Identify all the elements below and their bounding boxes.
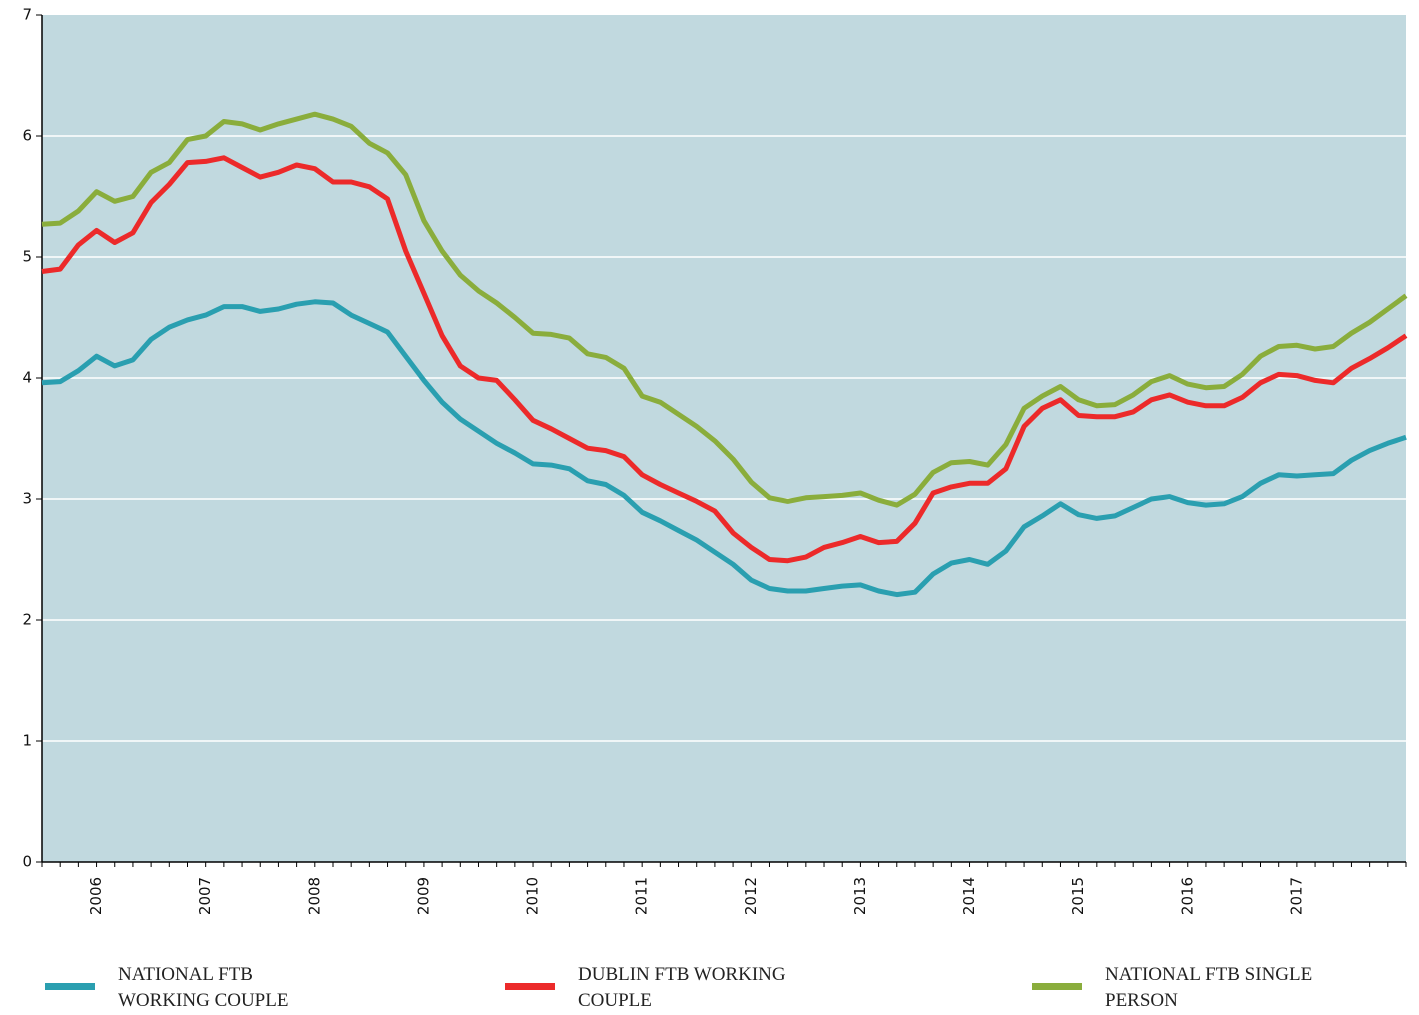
legend-label: NATIONAL FTB SINGLE PERSON [1105, 964, 1313, 1011]
y-tick-label: 4 [22, 369, 32, 387]
x-tick-label: 2010 [524, 877, 542, 915]
x-tick-label: 2016 [1178, 877, 1196, 915]
x-tick-label: 2015 [1069, 877, 1087, 915]
legend-swatch [1032, 983, 1082, 990]
legend-label: DUBLIN FTB WORKING COUPLE [578, 964, 786, 1011]
x-tick-label: 2012 [742, 877, 760, 915]
series-line [41, 155, 1408, 564]
legend-swatch [505, 983, 555, 990]
x-tick-label: 2007 [196, 877, 214, 915]
x-tick-label: 2014 [960, 877, 978, 915]
x-tick-label: 2013 [851, 877, 869, 915]
y-tick-label: 1 [22, 732, 32, 750]
legend-swatch [45, 983, 95, 990]
y-tick-label: 3 [22, 490, 32, 508]
x-tick-label: 2011 [633, 877, 651, 915]
y-tick-label: 7 [22, 6, 32, 24]
series-line [41, 111, 1408, 508]
legend-label: NATIONAL FTB WORKING COUPLE [118, 964, 289, 1011]
x-tick-label: 2006 [87, 877, 105, 915]
x-tick-label: 2008 [305, 877, 323, 915]
y-tick-label: 2 [22, 611, 32, 629]
y-tick-label: 5 [22, 248, 32, 266]
x-tick-label: 2017 [1287, 877, 1305, 915]
plot-background [42, 15, 1406, 862]
y-tick-label: 6 [22, 127, 32, 145]
chart: 0 1 2 3 4 5 6 7 2006 2007 2008 2009 2010 2011 2012 2013… [22, 6, 1408, 915]
series-line [41, 299, 1407, 598]
x-tick-label: 2009 [414, 877, 432, 915]
y-tick-label: 0 [22, 853, 32, 871]
